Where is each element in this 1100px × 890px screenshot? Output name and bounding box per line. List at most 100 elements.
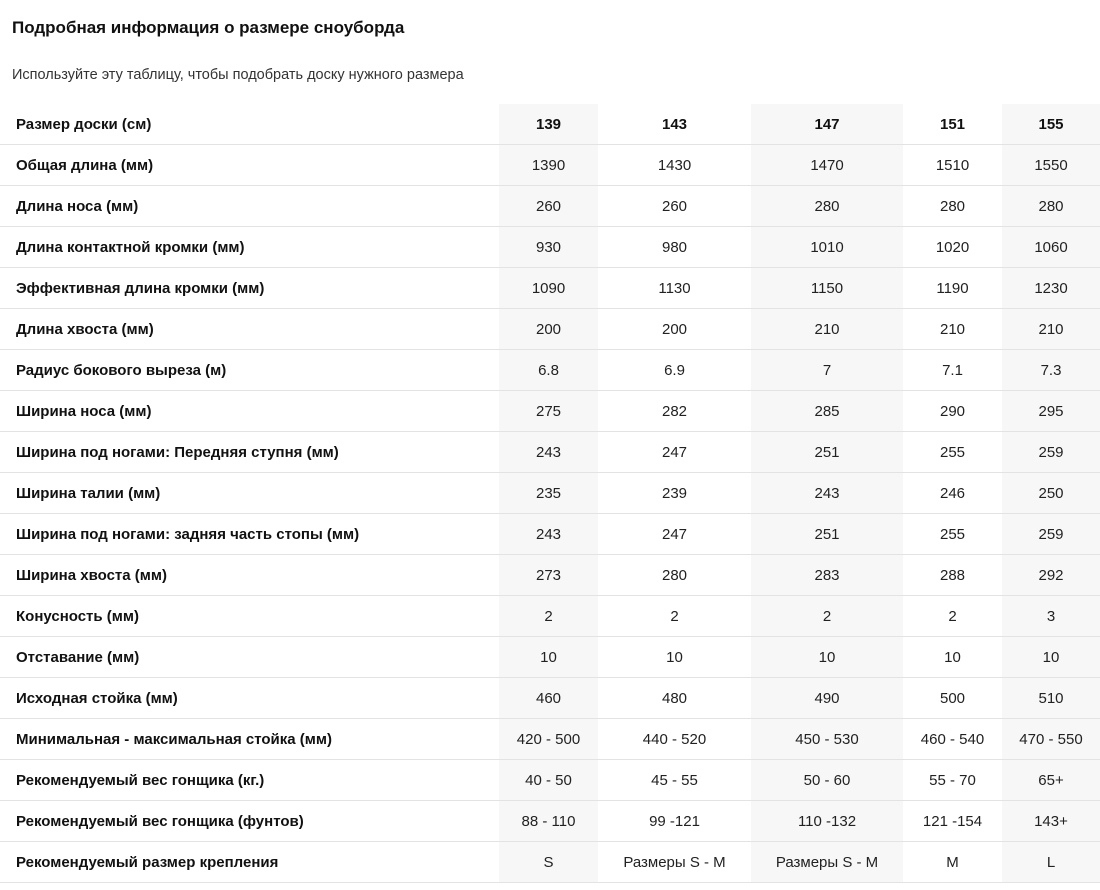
cell-value: 210	[1002, 308, 1100, 350]
cell-value: 2	[903, 595, 1002, 637]
row-label: Ширина под ногами: задняя часть стопы (м…	[0, 513, 499, 555]
row-label: Эффективная длина кромки (мм)	[0, 267, 499, 309]
table-row: Длина носа (мм) 260 260 280 280 280	[0, 185, 1100, 227]
table-row: Рекомендуемый размер крепления S Размеры S…	[0, 841, 1100, 883]
cell-value: 243	[751, 472, 903, 514]
cell-value: 255	[903, 513, 1002, 555]
cell-value: 285	[751, 390, 903, 432]
cell-value: 10	[598, 636, 751, 678]
cell-value: 50 - 60	[751, 759, 903, 801]
cell-value: 273	[499, 554, 598, 596]
table-row: Длина контактной кромки (мм) 930 980 1010 10…	[0, 226, 1100, 268]
row-label: Радиус бокового выреза (м)	[0, 349, 499, 391]
cell-value: 235	[499, 472, 598, 514]
row-label: Исходная стойка (мм)	[0, 677, 499, 719]
cell-value: 99 -121	[598, 800, 751, 842]
cell-value: 1130	[598, 267, 751, 309]
cell-value: 1230	[1002, 267, 1100, 309]
row-label: Длина носа (мм)	[0, 185, 499, 227]
cell-value: 247	[598, 513, 751, 555]
cell-value: 2	[499, 595, 598, 637]
cell-value: 1190	[903, 267, 1002, 309]
cell-value: 55 - 70	[903, 759, 1002, 801]
cell-value: 210	[751, 308, 903, 350]
cell-value: 1550	[1002, 144, 1100, 186]
cell-value: 1150	[751, 267, 903, 309]
cell-value: 275	[499, 390, 598, 432]
table-row: Исходная стойка (мм) 460 480 490 500 510	[0, 677, 1100, 719]
cell-value: 45 - 55	[598, 759, 751, 801]
table-row: Отставание (мм) 10 10 10 10 10	[0, 636, 1100, 678]
cell-value: 10	[751, 636, 903, 678]
cell-value: 143+	[1002, 800, 1100, 842]
cell-value: 139	[499, 104, 598, 145]
cell-value: 288	[903, 554, 1002, 596]
cell-value: 200	[598, 308, 751, 350]
cell-value: 290	[903, 390, 1002, 432]
cell-value: 147	[751, 104, 903, 145]
row-label: Размер доски (см)	[0, 104, 499, 145]
cell-value: 420 - 500	[499, 718, 598, 760]
cell-value: 440 - 520	[598, 718, 751, 760]
table-row: Рекомендуемый вес гонщика (фунтов) 88 - 1…	[0, 800, 1100, 842]
cell-value: 490	[751, 677, 903, 719]
table-row: Ширина под ногами: Передняя ступня (мм) 2…	[0, 431, 1100, 473]
cell-value: 1090	[499, 267, 598, 309]
cell-value: M	[903, 841, 1002, 883]
row-label: Длина хвоста (мм)	[0, 308, 499, 350]
cell-value: 1020	[903, 226, 1002, 268]
cell-value: 295	[1002, 390, 1100, 432]
page-title: Подробная информация о размере сноуборда	[12, 18, 405, 37]
table-row: Ширина хвоста (мм) 273 280 283 288 292	[0, 554, 1100, 596]
cell-value: 7	[751, 349, 903, 391]
cell-value: 500	[903, 677, 1002, 719]
cell-value: 200	[499, 308, 598, 350]
cell-value: 282	[598, 390, 751, 432]
cell-value: 260	[499, 185, 598, 227]
row-label: Ширина под ногами: Передняя ступня (мм)	[0, 431, 499, 473]
cell-value: 10	[1002, 636, 1100, 678]
cell-value: 460	[499, 677, 598, 719]
cell-value: S	[499, 841, 598, 883]
cell-value: 251	[751, 431, 903, 473]
cell-value: 1390	[499, 144, 598, 186]
cell-value: 280	[598, 554, 751, 596]
cell-value: 1430	[598, 144, 751, 186]
table-row: Ширина талии (мм) 235 239 243 246 250	[0, 472, 1100, 514]
cell-value: 280	[1002, 185, 1100, 227]
cell-value: 7.3	[1002, 349, 1100, 391]
row-label: Ширина носа (мм)	[0, 390, 499, 432]
table-row: Минимальная - максимальная стойка (мм) 42…	[0, 718, 1100, 760]
row-label: Рекомендуемый вес гонщика (кг.)	[0, 759, 499, 801]
row-label: Общая длина (мм)	[0, 144, 499, 186]
row-label: Конусность (мм)	[0, 595, 499, 637]
cell-value: 450 - 530	[751, 718, 903, 760]
table-row: Ширина под ногами: задняя часть стопы (м…	[0, 513, 1100, 555]
table-row: Ширина носа (мм) 275 282 285 290 295	[0, 390, 1100, 432]
cell-value: 259	[1002, 513, 1100, 555]
cell-value: 2	[751, 595, 903, 637]
table-row: Длина хвоста (мм) 200 200 210 210 210	[0, 308, 1100, 350]
table-row: Эффективная длина кромки (мм) 1090 1130 115…	[0, 267, 1100, 309]
cell-value: Размеры S - M	[598, 841, 751, 883]
cell-value: 292	[1002, 554, 1100, 596]
cell-value: 251	[751, 513, 903, 555]
table-header-row: Размер доски (см) 139 143 147 151 155	[0, 104, 1100, 145]
cell-value: 280	[751, 185, 903, 227]
cell-value: 980	[598, 226, 751, 268]
table-row: Общая длина (мм) 1390 1430 1470 1510 1550	[0, 144, 1100, 186]
cell-value: L	[1002, 841, 1100, 883]
row-label: Отставание (мм)	[0, 636, 499, 678]
cell-value: 10	[499, 636, 598, 678]
cell-value: 7.1	[903, 349, 1002, 391]
cell-value: 1470	[751, 144, 903, 186]
row-label: Ширина хвоста (мм)	[0, 554, 499, 596]
cell-value: 1010	[751, 226, 903, 268]
cell-value: 243	[499, 513, 598, 555]
cell-value: 259	[1002, 431, 1100, 473]
cell-value: 239	[598, 472, 751, 514]
row-label: Ширина талии (мм)	[0, 472, 499, 514]
cell-value: 110 -132	[751, 800, 903, 842]
cell-value: 246	[903, 472, 1002, 514]
cell-value: 255	[903, 431, 1002, 473]
